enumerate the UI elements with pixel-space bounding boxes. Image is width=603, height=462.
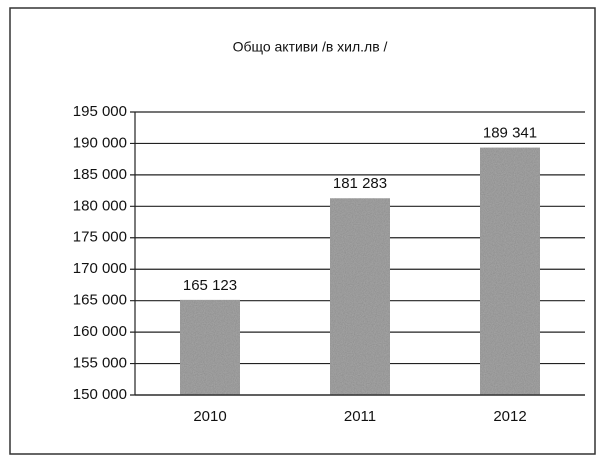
y-tick-label: 165 000 bbox=[73, 292, 127, 309]
data-label: 189 341 bbox=[483, 125, 537, 142]
y-tick-label: 185 000 bbox=[73, 166, 127, 183]
bar bbox=[330, 198, 390, 395]
y-tick-label: 160 000 bbox=[73, 323, 127, 340]
bar bbox=[180, 299, 240, 395]
x-tick-label: 2010 bbox=[193, 408, 226, 425]
x-tick-label: 2012 bbox=[493, 408, 526, 425]
y-tick-label: 170 000 bbox=[73, 260, 127, 277]
data-label: 165 123 bbox=[183, 277, 237, 294]
y-tick-label: 180 000 bbox=[73, 197, 127, 214]
chart-frame bbox=[9, 7, 596, 455]
y-tick-label: 150 000 bbox=[73, 386, 127, 403]
y-tick-label: 155 000 bbox=[73, 355, 127, 372]
y-tick-label: 190 000 bbox=[73, 134, 127, 151]
x-tick-label: 2011 bbox=[344, 408, 376, 425]
data-label: 181 283 bbox=[333, 175, 387, 192]
chart-title: Общо активи /в хил.лв / bbox=[233, 39, 388, 55]
y-tick-label: 195 000 bbox=[73, 103, 127, 120]
y-tick-label: 175 000 bbox=[73, 229, 127, 246]
bar bbox=[480, 147, 540, 395]
